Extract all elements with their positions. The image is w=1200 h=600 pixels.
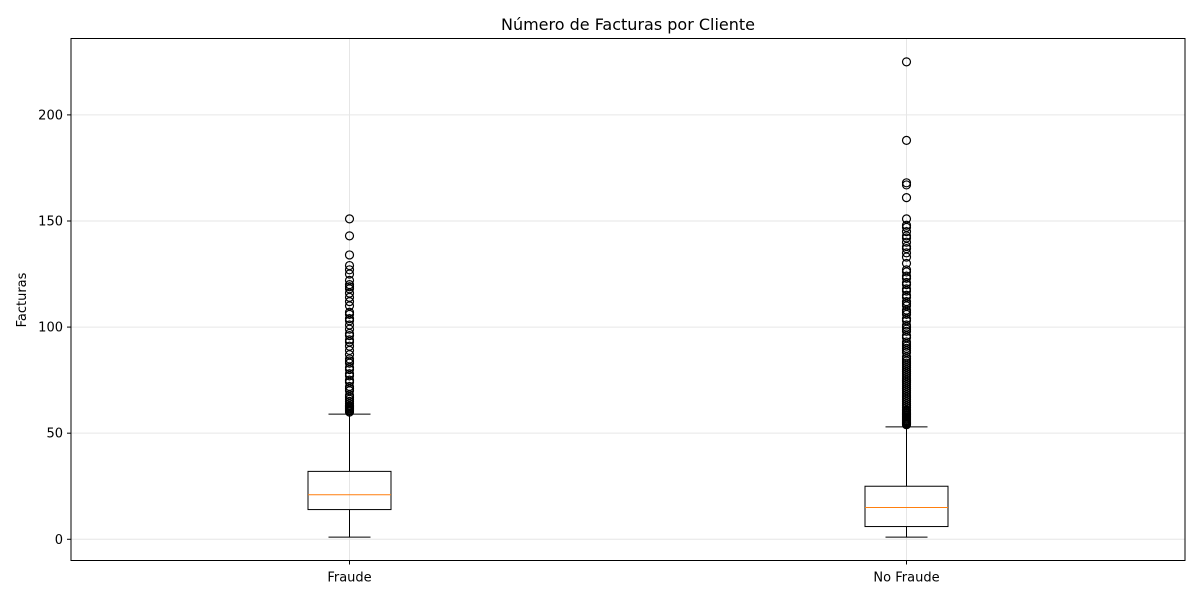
outlier-point bbox=[344, 307, 355, 317]
y-axis: 0 50 100 150 200 bbox=[38, 108, 71, 548]
box-fraude bbox=[307, 214, 392, 538]
outlier-point bbox=[901, 193, 912, 203]
box-no-fraude bbox=[864, 57, 949, 538]
outlier-point bbox=[901, 135, 912, 145]
outlier-point bbox=[344, 265, 355, 275]
y-tick-label: 150 bbox=[38, 214, 63, 229]
y-tick-label: 0 bbox=[55, 533, 63, 548]
outlier-point bbox=[344, 369, 355, 379]
outlier-point bbox=[901, 320, 912, 330]
outlier-point bbox=[901, 57, 912, 67]
outlier-point bbox=[344, 375, 355, 385]
iqr-box bbox=[307, 470, 392, 511]
grid-lines bbox=[71, 38, 1185, 561]
outlier-point bbox=[344, 335, 355, 345]
y-tick-label: 100 bbox=[38, 321, 63, 336]
outlier-point bbox=[901, 220, 912, 230]
outlier-point bbox=[344, 313, 355, 324]
boxes bbox=[307, 57, 949, 538]
outlier-point bbox=[901, 237, 912, 247]
x-tick-label: Fraude bbox=[327, 571, 371, 586]
outlier-point bbox=[901, 337, 912, 347]
outlier-point bbox=[901, 214, 912, 224]
y-tick-label: 200 bbox=[38, 108, 63, 123]
outlier-point bbox=[344, 280, 355, 290]
outlier-point bbox=[901, 271, 912, 281]
outlier-point bbox=[901, 297, 912, 307]
outlier-point bbox=[901, 248, 912, 258]
x-axis: Fraude No Fraude bbox=[327, 560, 940, 586]
y-axis-label: Facturas bbox=[15, 272, 30, 327]
outlier-point bbox=[901, 178, 912, 188]
outlier-point bbox=[344, 250, 355, 260]
outlier-point bbox=[344, 214, 355, 224]
outlier-point bbox=[901, 226, 912, 237]
outlier-point bbox=[344, 381, 355, 392]
outlier-point bbox=[344, 231, 355, 241]
outlier-point bbox=[901, 290, 912, 300]
outlier-point bbox=[901, 258, 912, 269]
x-tick-label: No Fraude bbox=[873, 571, 939, 586]
outlier-point bbox=[901, 277, 912, 288]
outlier-point bbox=[901, 284, 912, 294]
outlier-point bbox=[901, 265, 912, 275]
chart-title: Número de Facturas por Cliente bbox=[501, 15, 755, 34]
outlier-point bbox=[344, 260, 355, 271]
plot-frame bbox=[70, 38, 1186, 561]
iqr-box bbox=[864, 485, 949, 528]
outlier-point bbox=[344, 320, 355, 330]
outlier-point bbox=[344, 275, 355, 286]
y-tick-label: 50 bbox=[46, 427, 63, 442]
outlier-point bbox=[344, 341, 355, 351]
